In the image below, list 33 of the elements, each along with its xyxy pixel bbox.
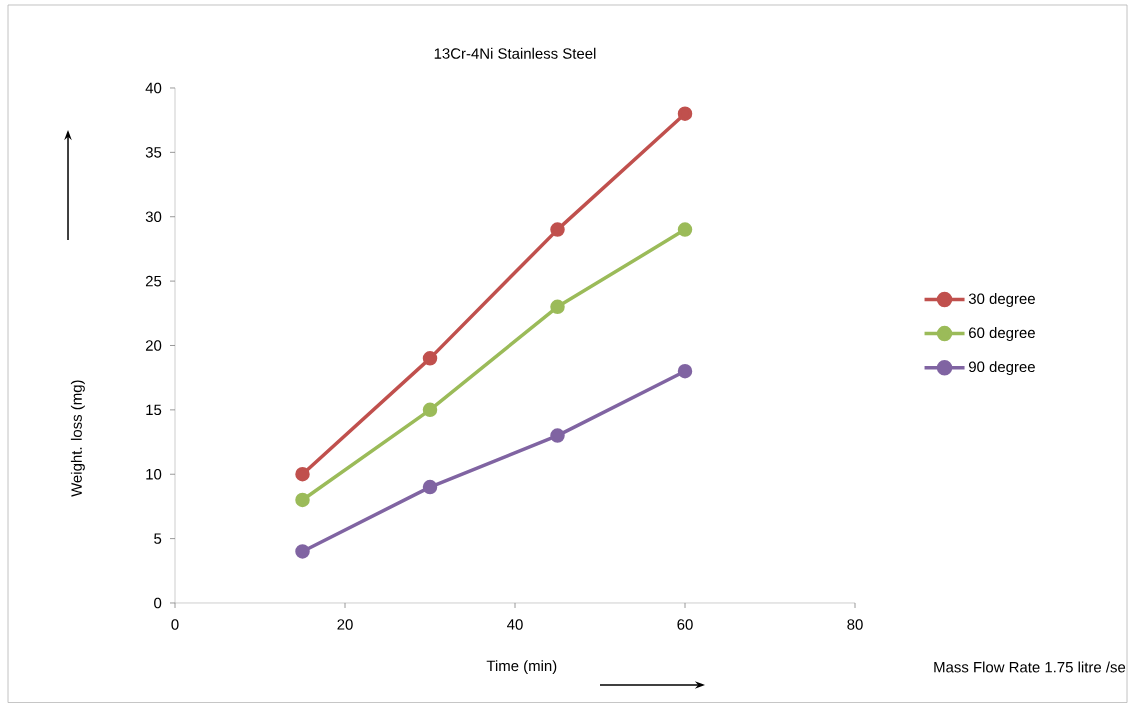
legend-label: 90 degree [968, 361, 1035, 376]
point [550, 428, 565, 443]
y-tick-label: 5 [154, 533, 162, 544]
y-tick-label: 0 [154, 597, 162, 609]
y-tick-label: 40 [145, 82, 162, 94]
point [295, 544, 310, 559]
point [550, 299, 565, 315]
x-axis-title: Time (min) [486, 660, 557, 675]
point [422, 479, 438, 495]
x-tick-label: 80 [847, 619, 863, 630]
y-tick-label: 10 [146, 468, 162, 480]
point [677, 222, 693, 237]
point [550, 222, 565, 237]
y-tick-label: 20 [145, 340, 162, 351]
x-tick-label: 20 [337, 619, 353, 630]
legend-label: 30 degree [968, 293, 1035, 307]
y-axis-title: Weight. loss (mg) [70, 380, 85, 497]
x-tick-label: 0 [171, 619, 179, 630]
text: Mass Flow Rate 1.75 litre /se [934, 661, 1126, 673]
point [677, 106, 693, 121]
legend-label: 60 degree [969, 327, 1035, 341]
point [295, 466, 310, 482]
point [677, 363, 693, 379]
y-tick-label: 25 [145, 275, 162, 287]
y-tick-label: 15 [146, 404, 162, 416]
point [422, 351, 438, 366]
point [295, 492, 310, 508]
y-tick-label: 30 [145, 211, 162, 223]
x-tick-label: 60 [677, 619, 693, 630]
point [422, 402, 438, 418]
y-tick-label: 35 [145, 147, 162, 158]
x-tick-label: 40 [507, 619, 523, 630]
chart-title: 13Cr-4Ni Stainless Steel [434, 47, 596, 59]
